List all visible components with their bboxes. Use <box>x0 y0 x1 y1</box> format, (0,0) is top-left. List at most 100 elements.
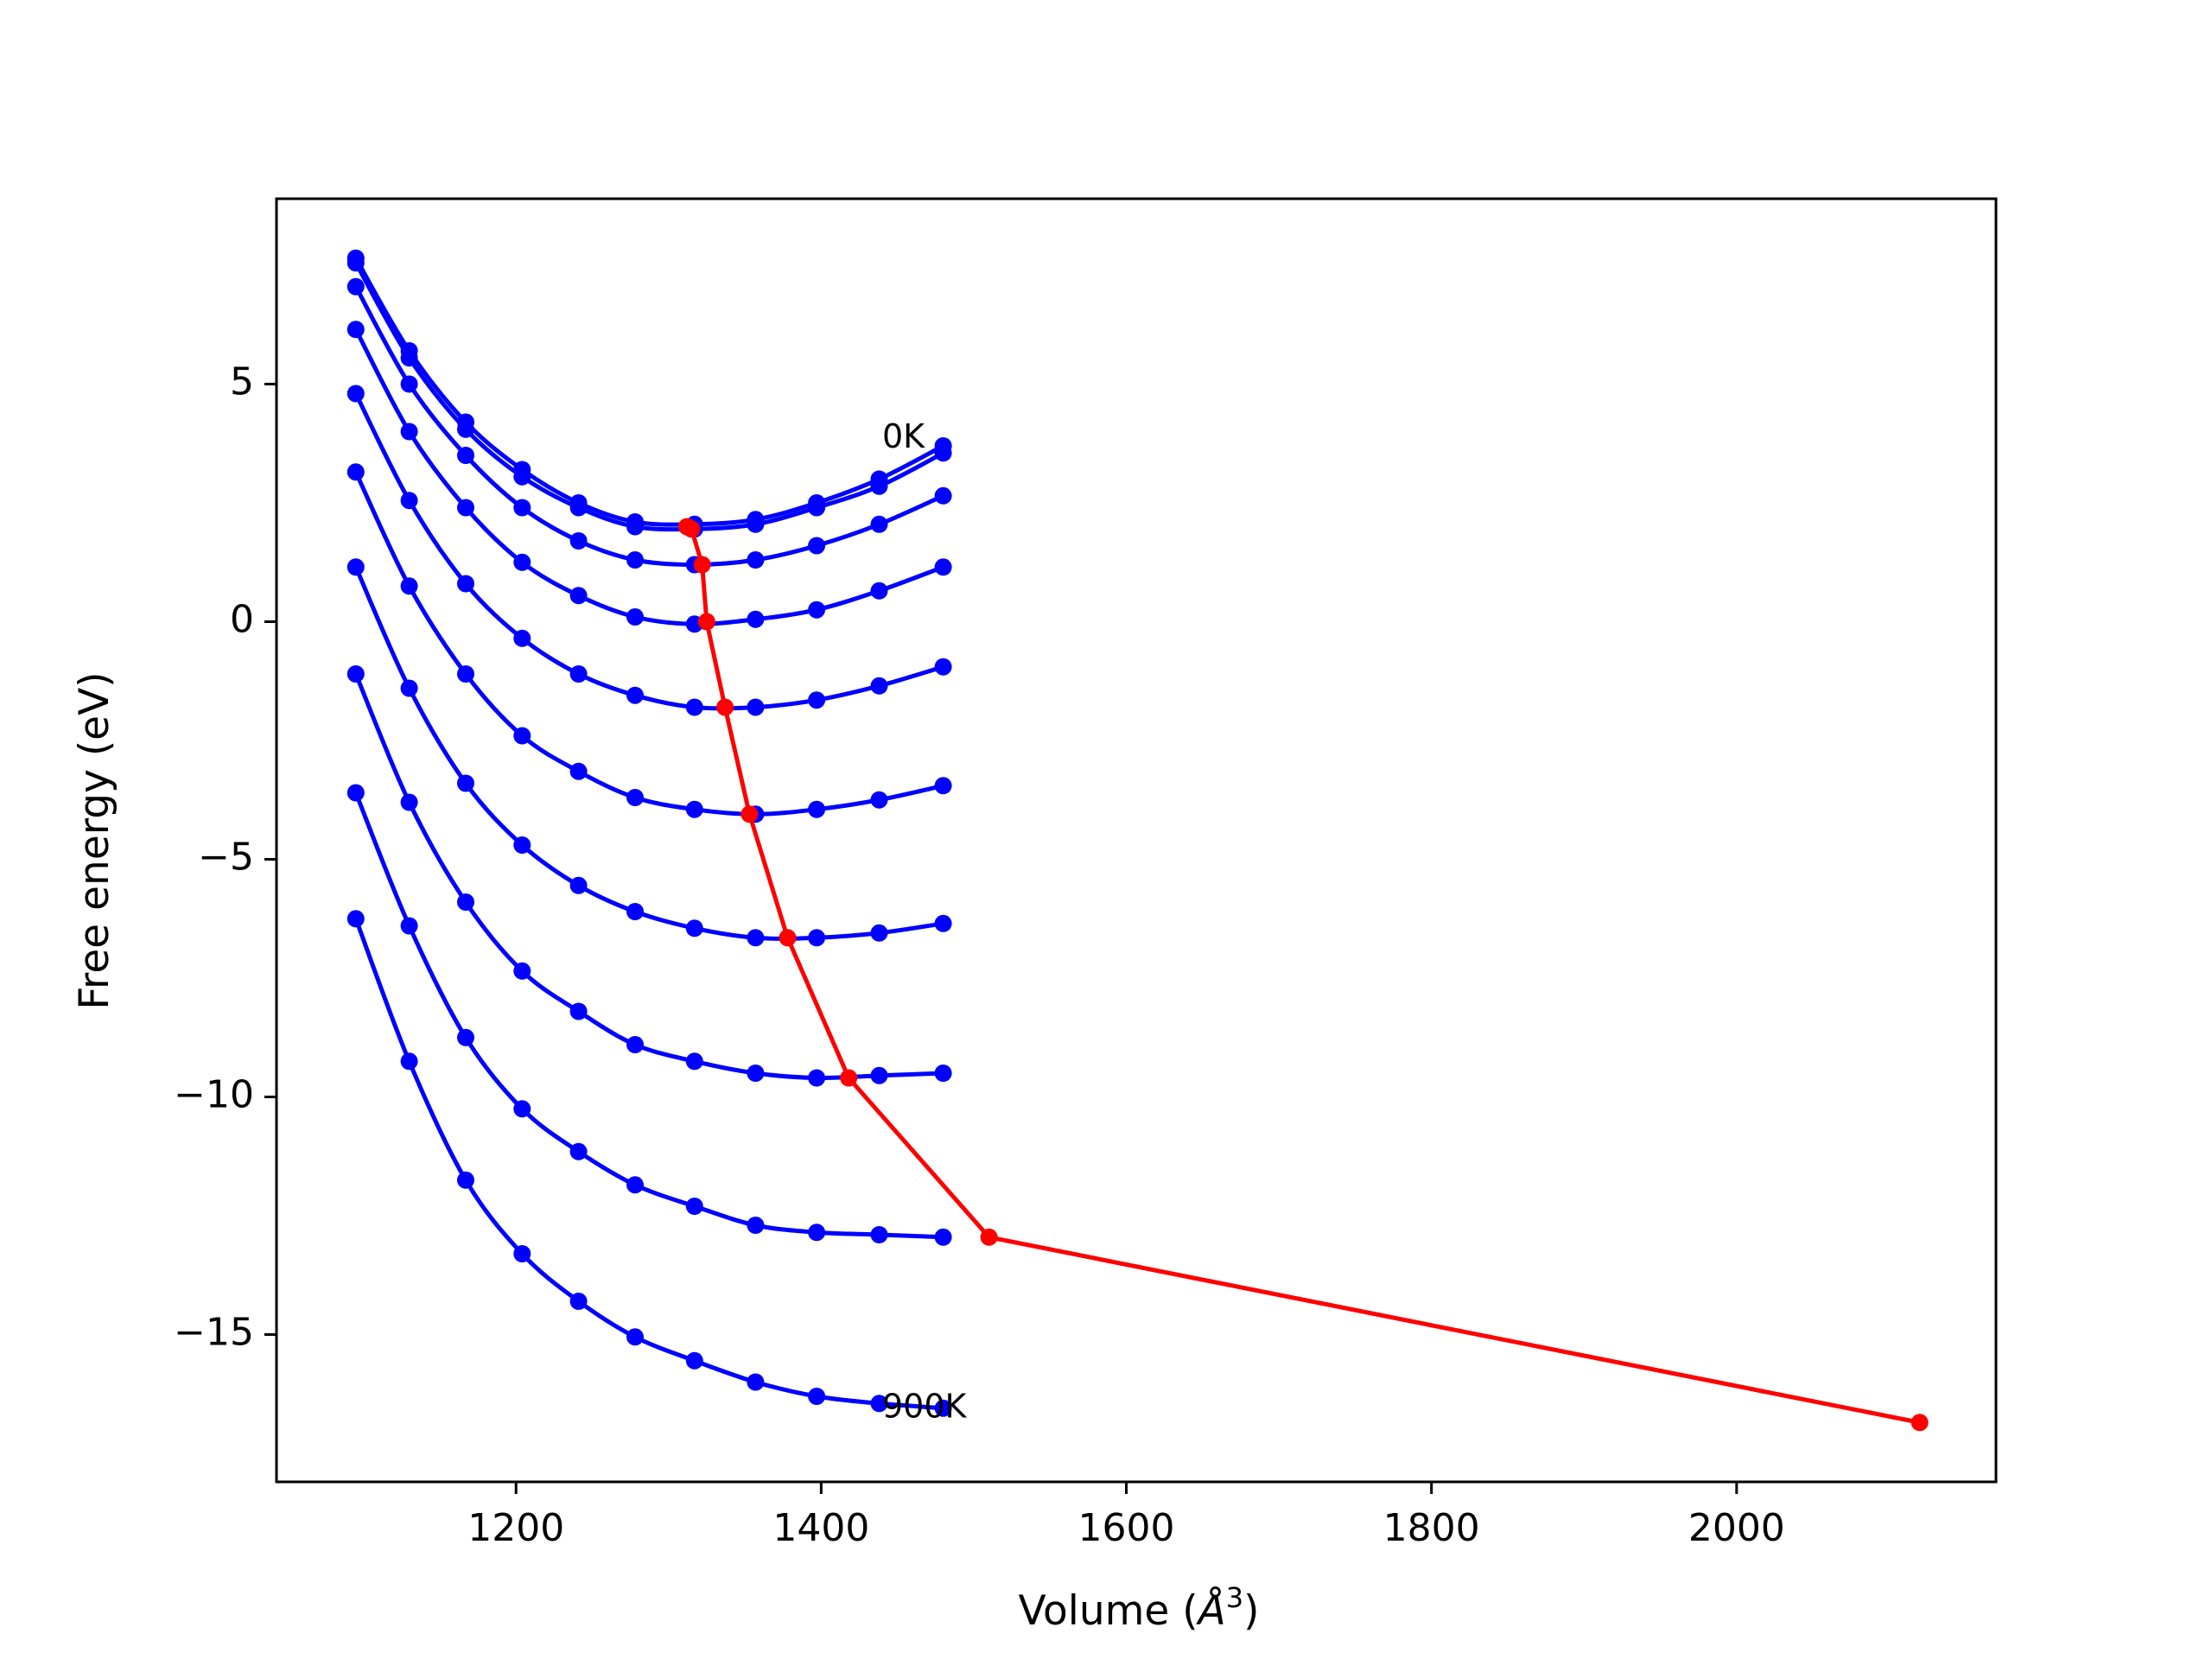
curve-point <box>934 558 952 576</box>
curve-point <box>569 762 588 780</box>
curve-point <box>569 587 588 605</box>
curve-point <box>400 349 418 367</box>
y-tick-label: −10 <box>174 1073 254 1117</box>
curve-point <box>626 518 644 536</box>
plot-frame <box>275 197 1998 1484</box>
curve-point <box>685 698 703 716</box>
curve-point <box>870 791 888 809</box>
curve-point <box>400 917 418 935</box>
x-axis-ticks: 1200 1400 1600 1800 2000 <box>467 1482 1785 1550</box>
curve-point <box>808 1224 826 1242</box>
x-tick-label: 1600 <box>1078 1506 1175 1550</box>
curve-point <box>513 499 531 517</box>
curve-point <box>569 1002 588 1020</box>
curve-point <box>457 1028 474 1046</box>
curve-point <box>685 1198 703 1215</box>
y-tick-label: −15 <box>174 1311 254 1355</box>
curve-point <box>870 515 888 533</box>
curve-point <box>934 1399 952 1417</box>
curve-point <box>346 910 365 928</box>
curve-point <box>513 962 531 980</box>
curve-point <box>400 793 418 811</box>
curve-point <box>934 777 952 795</box>
x-tick-label: 2000 <box>1688 1506 1785 1550</box>
curve-point <box>569 876 588 894</box>
curve-line <box>353 471 944 817</box>
minimum-point <box>693 556 711 574</box>
curve-point <box>569 499 588 517</box>
curve-line <box>353 566 944 941</box>
curve-point <box>400 492 418 510</box>
curve-point <box>513 629 531 647</box>
curve-point <box>400 1052 418 1071</box>
curve-point <box>400 375 418 393</box>
curve-point <box>808 537 826 555</box>
y-axis-label: Free energy (eV) <box>71 671 118 1009</box>
y-tick-label: −5 <box>198 836 254 880</box>
curve-point <box>400 423 418 441</box>
curve-point <box>747 610 765 628</box>
curve-point <box>457 499 474 517</box>
minimum-point <box>683 520 701 538</box>
curve-point <box>870 1226 888 1243</box>
minima-path <box>685 524 1921 1425</box>
curve-point <box>569 665 588 683</box>
curve-point <box>457 447 474 464</box>
curve-line <box>353 257 944 527</box>
curve-point <box>747 929 765 947</box>
curve-point <box>457 893 474 911</box>
curve-point <box>685 800 703 818</box>
curve-point <box>870 477 888 495</box>
curve-point <box>457 774 474 792</box>
curve-point <box>934 914 952 932</box>
minimum-point <box>840 1069 858 1087</box>
curve-point <box>934 1065 952 1082</box>
minimum-point <box>1910 1414 1929 1432</box>
curve-point <box>346 277 365 296</box>
curve-point <box>808 1069 826 1087</box>
curve-point <box>934 444 952 462</box>
minimum-point <box>716 698 734 716</box>
curve-point <box>808 499 826 517</box>
curve-point <box>513 727 531 745</box>
curve-point <box>747 1065 765 1082</box>
curve-annotation: 0K <box>882 417 925 455</box>
curve-point <box>870 1395 888 1413</box>
curve-point <box>808 929 826 947</box>
curve-point <box>513 553 531 571</box>
curve-point <box>400 679 418 697</box>
curve-point <box>346 385 365 403</box>
curve-point <box>626 1036 644 1053</box>
minimum-point <box>779 929 797 947</box>
curve-point <box>870 582 888 600</box>
x-tick-label: 1200 <box>467 1506 564 1550</box>
y-tick-label: 5 <box>230 360 254 404</box>
curve-line <box>353 285 944 568</box>
curve-point <box>346 321 365 339</box>
curve-point <box>626 789 644 806</box>
curve-point <box>626 686 644 704</box>
minimum-point <box>697 613 715 631</box>
curve-line <box>353 328 944 626</box>
curve-point <box>934 1228 952 1246</box>
curve-point <box>457 575 474 593</box>
curve-point <box>747 551 765 569</box>
annotations: 0K 900K <box>882 417 968 1425</box>
curve-point <box>457 420 474 438</box>
curve-point <box>346 254 365 272</box>
curve-point <box>808 691 826 709</box>
curve-point <box>747 1217 765 1234</box>
curve-point <box>685 919 703 938</box>
curve-point <box>513 1100 531 1118</box>
curve-point <box>346 784 365 802</box>
curve-point <box>457 665 474 683</box>
minimum-point <box>980 1228 998 1246</box>
curve-point <box>346 558 365 576</box>
y-axis-ticks: 5 0 −5 −10 −15 <box>174 360 276 1355</box>
curve-point <box>346 463 365 481</box>
curve-point <box>346 665 365 683</box>
curve-point <box>626 1328 644 1346</box>
curve-point <box>569 532 588 550</box>
curve-point <box>626 1176 644 1194</box>
curve-line <box>353 392 944 711</box>
